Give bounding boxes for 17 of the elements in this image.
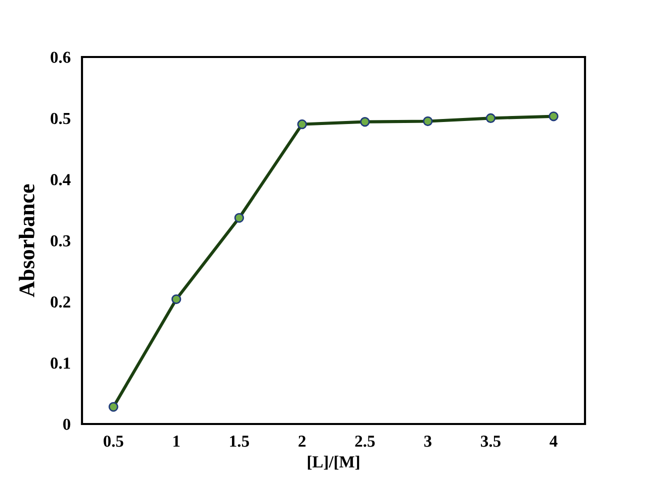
y-tick-label: 0.4 bbox=[50, 174, 71, 186]
x-tick-label: 3 bbox=[424, 436, 432, 447]
y-tick-label: 0.3 bbox=[50, 235, 70, 247]
y-tick-label: 0.2 bbox=[50, 296, 70, 308]
y-tick-label: 0.5 bbox=[50, 112, 70, 124]
x-tick-label: 4 bbox=[550, 436, 558, 447]
x-axis-title: [L]/[M] bbox=[308, 456, 360, 470]
y-axis-title: Absorbance bbox=[18, 184, 34, 298]
x-tick-label: 1 bbox=[173, 436, 180, 447]
y-tick-label: 0.1 bbox=[50, 358, 70, 369]
x-tick-label: 2 bbox=[298, 436, 306, 447]
x-tick-label: 0.5 bbox=[104, 436, 124, 447]
x-tick-label: 1.5 bbox=[230, 436, 249, 447]
x-tick-label: 2.5 bbox=[355, 436, 375, 447]
y-tick-label: 0 bbox=[63, 418, 70, 430]
y-tick-label: 0.6 bbox=[50, 52, 70, 64]
x-tick-label: 3.5 bbox=[480, 436, 500, 447]
